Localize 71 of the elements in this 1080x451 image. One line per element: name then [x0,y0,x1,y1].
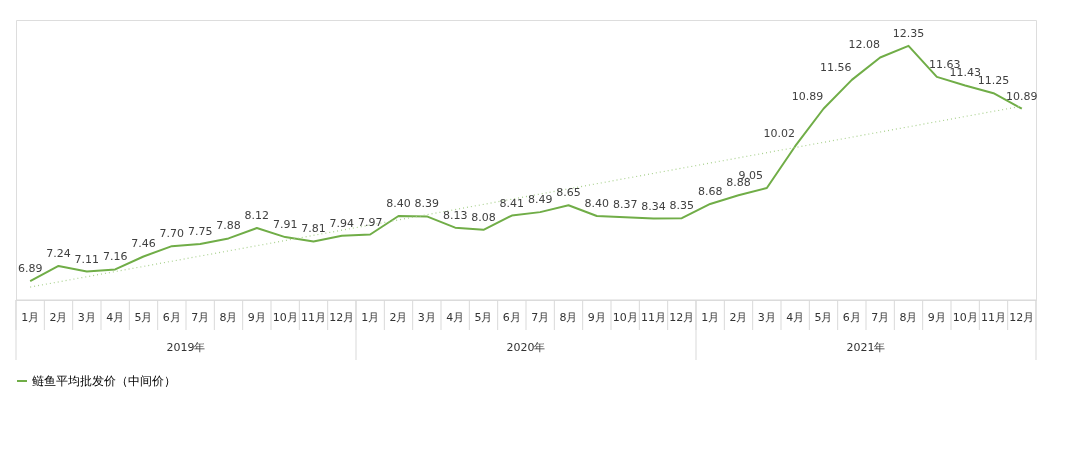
x-tick-label: 11月 [981,311,1006,324]
x-tick-label: 3月 [417,311,436,324]
x-tick-label: 4月 [106,311,125,324]
x-tick-label: 2月 [389,311,408,324]
x-tick-label: 2月 [49,311,68,324]
x-tick-label: 3月 [757,311,776,324]
data-label: 7.24 [46,246,71,260]
data-label: 10.89 [1006,89,1038,103]
x-tick-label: 6月 [842,311,861,324]
data-label: 8.40 [584,197,610,210]
x-tick-label: 7月 [871,311,890,324]
x-tick-label: 10月 [272,311,298,324]
x-tick-label: 8月 [899,311,918,324]
data-label: 8.41 [499,196,525,210]
data-label: 8.37 [612,198,638,212]
x-tick-label: 11月 [301,311,326,324]
x-tick-label: 5月 [814,311,833,324]
data-label: 7.81 [301,222,326,236]
data-label: 7.94 [329,216,355,230]
x-tick-label: 10月 [952,311,978,324]
x-tick-label: 2月 [729,311,748,324]
data-label: 12.08 [848,38,880,52]
x-tick-label: 3月 [77,311,96,324]
data-label: 12.35 [892,26,925,40]
data-label: 8.08 [471,210,496,224]
data-label: 8.68 [697,184,723,198]
data-label: 7.11 [74,252,100,266]
x-tick-label: 1月 [361,311,380,324]
x-tick-label: 11月 [641,311,666,324]
x-tick-label: 8月 [559,311,578,324]
x-tick-label: 5月 [134,311,153,324]
data-label: 7.97 [357,215,383,229]
data-label: 7.70 [159,227,185,241]
x-tick-label: 4月 [446,311,465,324]
data-label: 11.56 [820,60,852,74]
data-label: 8.39 [414,197,440,211]
data-label: 7.91 [272,218,298,232]
x-tick-label: 7月 [191,311,210,324]
data-label: 8.35 [669,199,695,213]
x-tick-label: 7月 [531,311,550,324]
text: 2019年 [166,341,206,354]
text: 2020年 [506,341,546,354]
x-tick-label: 10月 [612,311,638,324]
x-tick-label: 9月 [927,311,946,324]
data-label: 8.34 [641,199,666,213]
x-tick-label: 4月 [786,311,805,324]
legend-label: 鲢鱼平均批发价（中间价） [32,374,176,388]
x-tick-label: 1月 [701,311,720,324]
x-tick-label: 8月 [219,311,238,324]
data-label: 8.13 [442,208,468,222]
data-label: 8.12 [244,209,270,223]
data-label: 8.65 [556,186,581,200]
data-label: 8.49 [527,193,553,207]
x-tick-label: 6月 [162,311,181,324]
data-label: 7.88 [216,219,241,233]
x-tick-label: 12月 [329,311,355,324]
data-label: 6.89 [17,262,43,276]
data-label: 8.40 [386,197,411,210]
x-tick-label: 12月 [669,311,695,324]
data-label: 7.46 [131,237,156,251]
x-tick-label: 5月 [474,311,493,324]
data-label: 10.02 [763,127,795,141]
data-label: 7.75 [187,225,213,238]
x-tick-label: 6月 [502,311,521,324]
data-label: 7.16 [102,250,128,264]
x-tick-label: 9月 [587,311,606,324]
data-label: 10.89 [791,89,824,103]
x-tick-label: 9月 [247,311,266,324]
text: 2021年 [846,341,886,354]
x-tick-label: 12月 [1009,311,1035,324]
x-tick-label: 1月 [21,311,40,324]
